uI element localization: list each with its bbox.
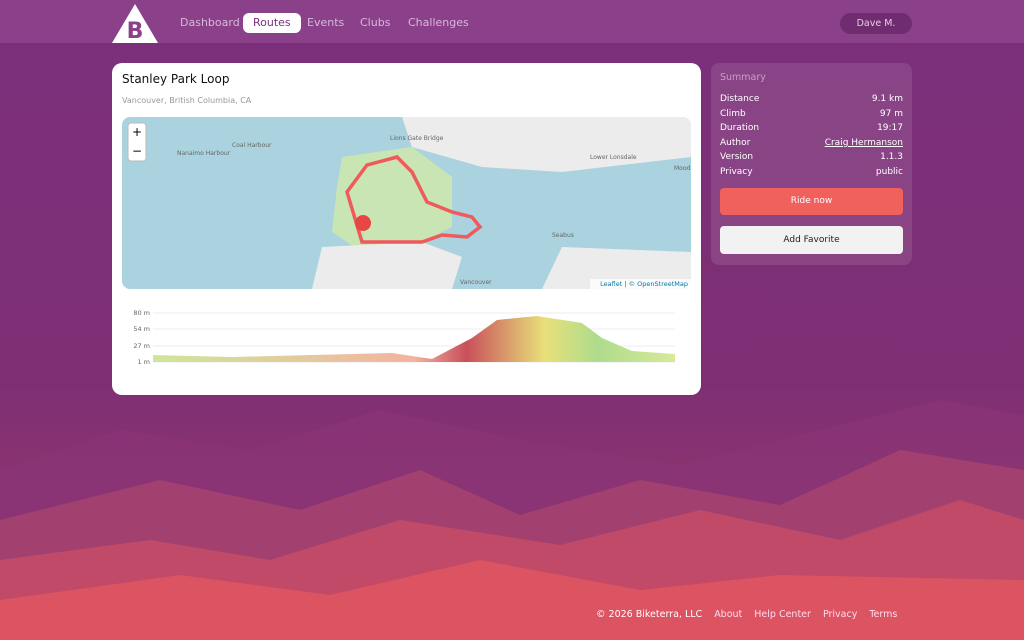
row-value: 1.1.3 <box>880 152 903 162</box>
nav-link[interactable]: Events <box>307 16 345 29</box>
summary-row: Privacy public <box>720 165 903 179</box>
summary-row: Climb 97 m <box>720 107 903 121</box>
row-label: Climb <box>720 108 746 119</box>
row-label: Privacy <box>720 166 753 177</box>
nav-link[interactable]: Dashboard <box>180 16 240 29</box>
route-card: Stanley Park Loop Vancouver, British Col… <box>112 63 701 395</box>
row-value: public <box>875 166 903 177</box>
summary-row: Author Craig Hermanson <box>720 136 903 150</box>
ride-now-button[interactable]: Ride now <box>720 188 903 215</box>
row-value: 19:17 <box>877 123 903 133</box>
map-label: Vancouver <box>460 279 492 286</box>
map-label: Nanaimo Harbour <box>177 150 231 157</box>
footer-link[interactable]: About <box>714 609 743 620</box>
logo[interactable]: B <box>112 4 158 44</box>
row-value: 9.1 km <box>871 94 903 104</box>
nav-link[interactable]: Challenges <box>408 16 469 29</box>
row-value[interactable]: Craig Hermanson <box>824 137 903 148</box>
row-label: Author <box>720 137 751 148</box>
y-label: 27 m <box>133 342 150 350</box>
map-attribution[interactable]: Leaflet | © OpenStreetMap <box>600 280 688 288</box>
map-label: Coal Harbour <box>232 142 272 149</box>
summary-row: Distance 9.1 km <box>720 92 903 106</box>
route-location: Vancouver, British Columbia, CA <box>122 96 252 105</box>
summary-row: Duration 19:17 <box>720 121 903 135</box>
y-label: 54 m <box>133 325 150 333</box>
summary-panel: Summary Distance 9.1 km Climb 97 m Duration 1… <box>711 63 912 265</box>
map-label: Seabus <box>552 232 574 239</box>
user-menu[interactable]: Dave M. <box>840 13 912 34</box>
summary-row: Version 1.1.3 <box>720 150 903 164</box>
row-label: Distance <box>720 94 760 104</box>
svg-text:B: B <box>127 19 144 44</box>
y-label: 1 m <box>137 358 150 366</box>
copyright: © 2026 Biketerra, LLC <box>596 609 703 620</box>
favorite-button[interactable]: Add Favorite <box>720 226 903 254</box>
footer: © 2026 Biketerra, LLC About Help Center Pri… <box>596 609 897 620</box>
zoom-in[interactable]: + <box>132 125 142 139</box>
nav-link[interactable]: Routes <box>243 13 301 33</box>
summary-title: Summary <box>720 72 766 83</box>
map[interactable]: Lions Gate Bridge Lower Lonsdale Coal Ha… <box>122 117 691 289</box>
row-label: Duration <box>720 123 760 133</box>
elevation-profile: 80 m 54 m 27 m 1 m 0.0 km1.5 km3.0 km4.6… <box>133 309 675 366</box>
y-label: 80 m <box>133 309 150 317</box>
map-label: Lower Lonsdale <box>590 154 637 161</box>
footer-link[interactable]: Help Center <box>754 609 811 620</box>
footer-link[interactable]: Privacy <box>822 609 858 620</box>
zoom-out[interactable]: − <box>132 144 142 158</box>
nav-link[interactable]: Clubs <box>360 16 391 29</box>
footer-link[interactable]: Terms <box>869 609 898 620</box>
row-label: Version <box>720 152 754 162</box>
route-title: Stanley Park Loop <box>122 72 230 86</box>
row-value: 97 m <box>879 108 903 119</box>
map-label: Mood <box>674 165 691 172</box>
map-label: Lions Gate Bridge <box>390 135 444 142</box>
